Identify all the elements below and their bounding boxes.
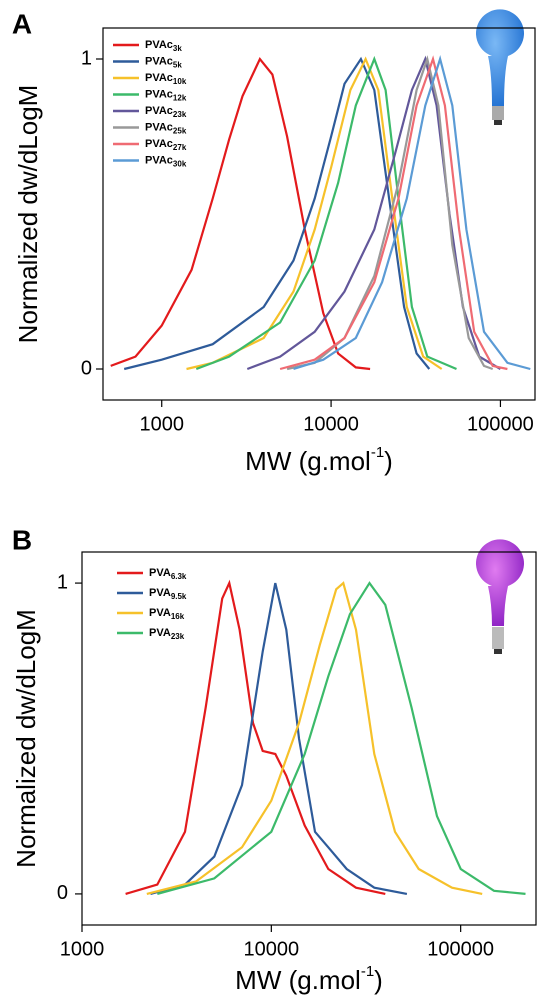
data-line: [123, 56, 431, 371]
y-tick-label: 0: [57, 882, 68, 904]
legend-name: PVAc: [145, 72, 173, 84]
legend-label: PVA16k: [149, 607, 185, 621]
data-line: [110, 56, 371, 371]
legend-name: PVAc: [145, 105, 173, 117]
legend-label: PVA9.5k: [149, 587, 187, 601]
data-line: [293, 55, 531, 371]
plot-frame: [102, 27, 536, 401]
x-tick-label: 100000: [467, 413, 534, 435]
y-axis-label: Normalized dw/dLogM: [11, 609, 41, 868]
legend-subscript: 16k: [171, 612, 185, 621]
legend-name: PVA: [149, 567, 171, 579]
legend-label: PVAc10k: [145, 72, 187, 86]
legend-subscript: 30k: [173, 160, 187, 169]
y-axis-label: Normalized dw/dLogM: [13, 85, 43, 344]
legend-name: PVAc: [145, 39, 173, 51]
legend-subscript: 5k: [173, 61, 182, 70]
data-line: [279, 55, 508, 371]
legend-subscript: 27k: [173, 143, 187, 152]
legend-name: PVAc: [145, 138, 173, 150]
legend-label: PVAc30k: [145, 154, 187, 168]
y-tick-label: 1: [81, 47, 92, 69]
legend-label: PVAc3k: [145, 39, 182, 53]
data-line: [146, 581, 483, 895]
x-tick-label: 10000: [303, 413, 359, 435]
bulb-icon: [475, 539, 525, 654]
legend-subscript: 23k: [173, 110, 187, 119]
x-axis-label: MW (g.mol-1): [235, 963, 383, 995]
legend-name: PVAc: [145, 154, 173, 166]
x-axis-label-part: MW (g.mol: [235, 965, 361, 995]
legend-name: PVAc: [145, 88, 173, 100]
legend-name: PVA: [149, 607, 171, 619]
legend-label: PVA23k: [149, 627, 185, 641]
y-tick-label: 0: [81, 357, 92, 379]
legend-subscript: 25k: [173, 127, 187, 136]
legend-subscript: 10k: [173, 77, 187, 86]
legend-subscript: 23k: [171, 632, 185, 641]
legend-label: PVAc5k: [145, 55, 182, 69]
data-line: [125, 579, 386, 895]
panel-label: B: [12, 524, 32, 555]
legend-subscript: 3k: [173, 44, 182, 53]
legend-subscript: 6.3k: [171, 572, 187, 581]
legend-label: PVAc12k: [145, 88, 187, 102]
data-line: [157, 581, 526, 895]
legend-name: PVA: [149, 587, 171, 599]
legend-name: PVA: [149, 627, 171, 639]
plot-frame: [81, 551, 537, 926]
legend-subscript: 9.5k: [171, 592, 187, 601]
panel-label: A: [12, 8, 32, 39]
bulb-icon: [476, 9, 524, 125]
legend-label: PVAc25k: [145, 121, 187, 135]
legend-name: PVAc: [145, 55, 173, 67]
data-line: [195, 55, 457, 371]
legend-label: PVAc23k: [145, 105, 187, 119]
x-axis-label: MW (g.mol-1): [245, 444, 393, 476]
x-axis-label-part: -1: [361, 963, 374, 980]
data-line: [150, 582, 408, 895]
x-tick-label: 1000: [60, 938, 105, 960]
legend-label: PVA6.3k: [149, 567, 187, 581]
legend-subscript: 12k: [173, 94, 187, 103]
legend-label: PVAc27k: [145, 138, 187, 152]
legend-name: PVAc: [145, 121, 173, 133]
x-tick-label: 1000: [139, 413, 184, 435]
x-axis-label-part: ): [384, 446, 393, 476]
data-line: [186, 56, 443, 371]
data-line: [246, 55, 501, 371]
x-tick-label: 100000: [427, 938, 494, 960]
y-tick-label: 1: [57, 571, 68, 593]
x-axis-label-part: -1: [371, 444, 384, 461]
x-axis-label-part: MW (g.mol: [245, 446, 371, 476]
x-tick-label: 10000: [244, 938, 300, 960]
x-axis-label-part: ): [374, 965, 383, 995]
